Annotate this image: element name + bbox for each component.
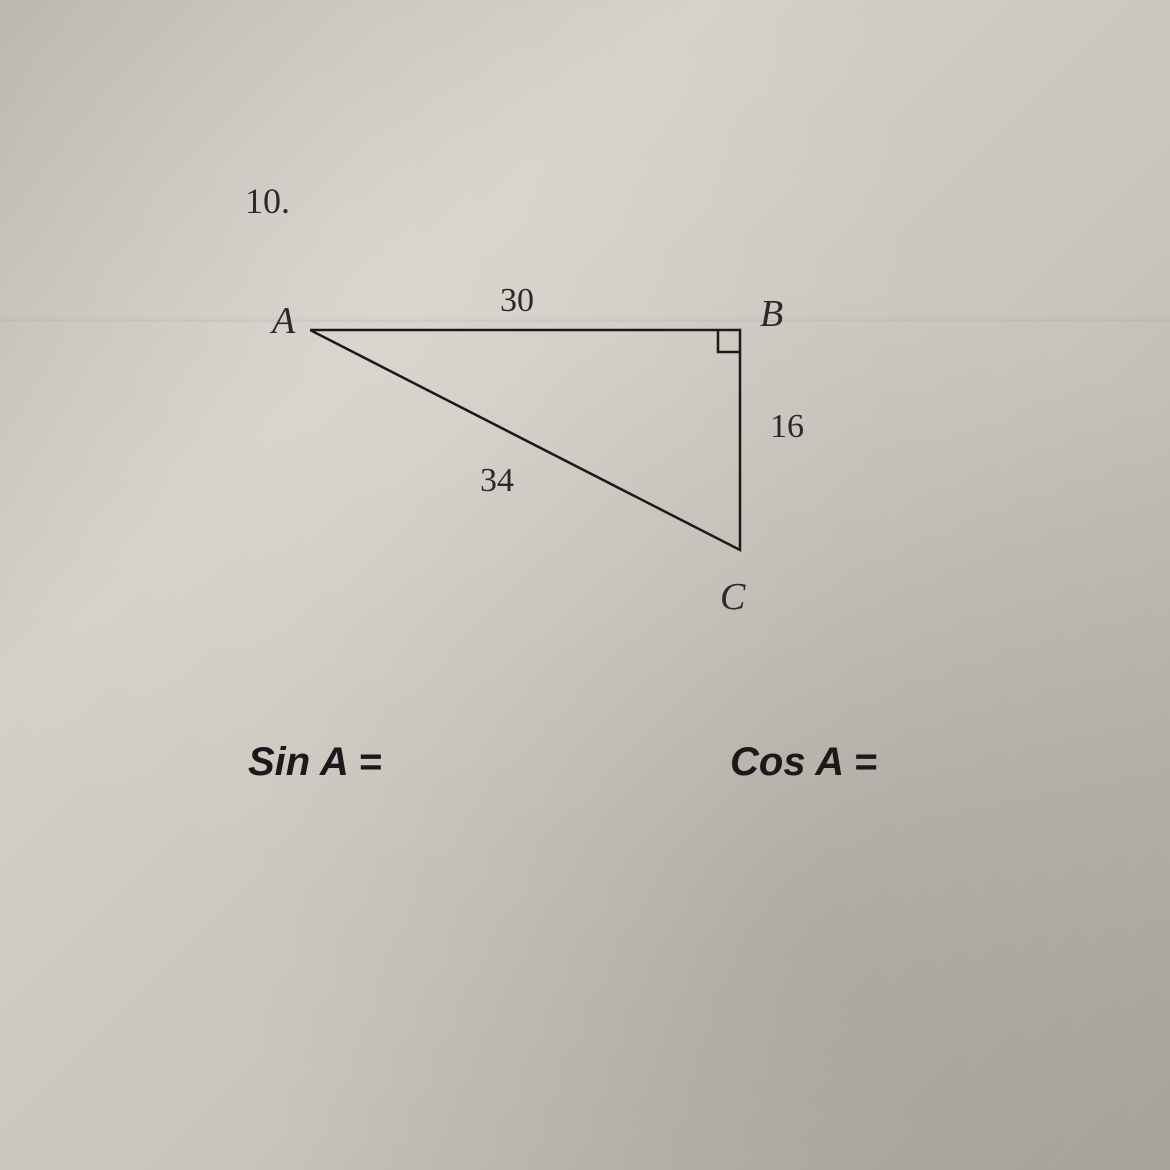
vertex-c-label: C	[720, 575, 745, 619]
problem-number: 10.	[245, 180, 290, 222]
triangle-path	[310, 330, 740, 550]
vertex-b-label: B	[760, 292, 783, 336]
side-bc-label: 16	[770, 408, 804, 446]
side-ac-label: 34	[480, 462, 514, 500]
right-angle-marker	[718, 330, 740, 352]
side-ab-label: 30	[500, 282, 534, 320]
cos-question: Cos A =	[730, 740, 877, 785]
triangle-diagram	[310, 310, 810, 590]
vertex-a-label: A	[272, 299, 295, 343]
sin-question: Sin A =	[248, 740, 382, 785]
